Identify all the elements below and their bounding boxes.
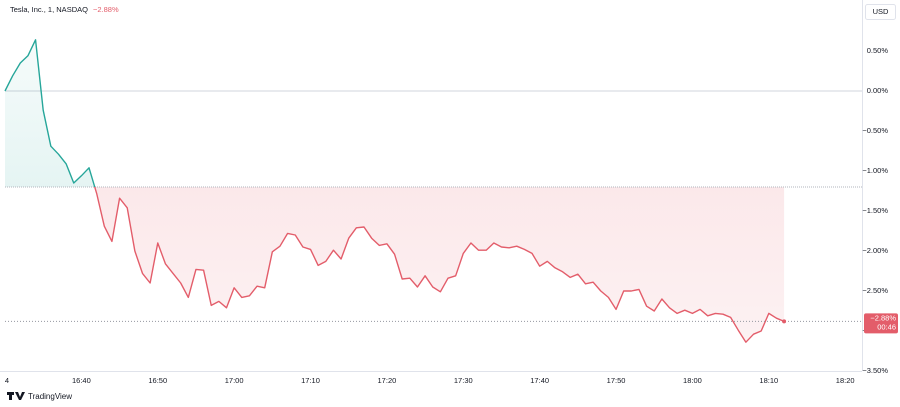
currency[interactable]: USD [873,7,889,16]
y-tick-label: −3.50% [862,366,888,375]
brand[interactable]: TradingView [28,392,72,401]
x-tick-label: 17:50 [607,376,626,385]
chart-title: Tesla, Inc., 1, NASDAQ [10,5,88,14]
price-label-box [864,313,898,334]
x-tick-label: 16:50 [148,376,167,385]
y-tick-label: −1.00% [862,166,888,175]
brand-logo[interactable]: TradingView [7,392,72,401]
y-tick-label: 0.50% [867,46,889,55]
countdown: 00:46 [877,322,896,331]
x-tick-label: 17:40 [530,376,549,385]
line [4,39,785,343]
y-tick-label: −1.50% [862,206,888,215]
change-label: −2.88% [93,5,119,14]
y-tick-label: −2.00% [862,246,888,255]
brand-icon[interactable] [7,392,25,400]
x-tick-label: 18:10 [759,376,778,385]
y-tick-label: −2.50% [862,286,888,295]
x-tick-label: 17:10 [301,376,320,385]
y-tick-label: 0.00% [867,86,889,95]
last-point [782,319,787,324]
currency-box[interactable] [865,4,896,20]
x-tick-label: 17:20 [378,376,397,385]
x-tick-label: 18:00 [683,376,702,385]
y-tick-label: −0.50% [862,126,888,135]
x-tick-label: 17:00 [225,376,244,385]
x-tick-label: 18:20 [836,376,855,385]
x-tick-label: 17:30 [454,376,473,385]
price-label: −2.88% [870,313,896,322]
area [5,39,785,343]
x-tick-label: 4 [5,376,9,385]
x-tick-label: 16:40 [72,376,91,385]
